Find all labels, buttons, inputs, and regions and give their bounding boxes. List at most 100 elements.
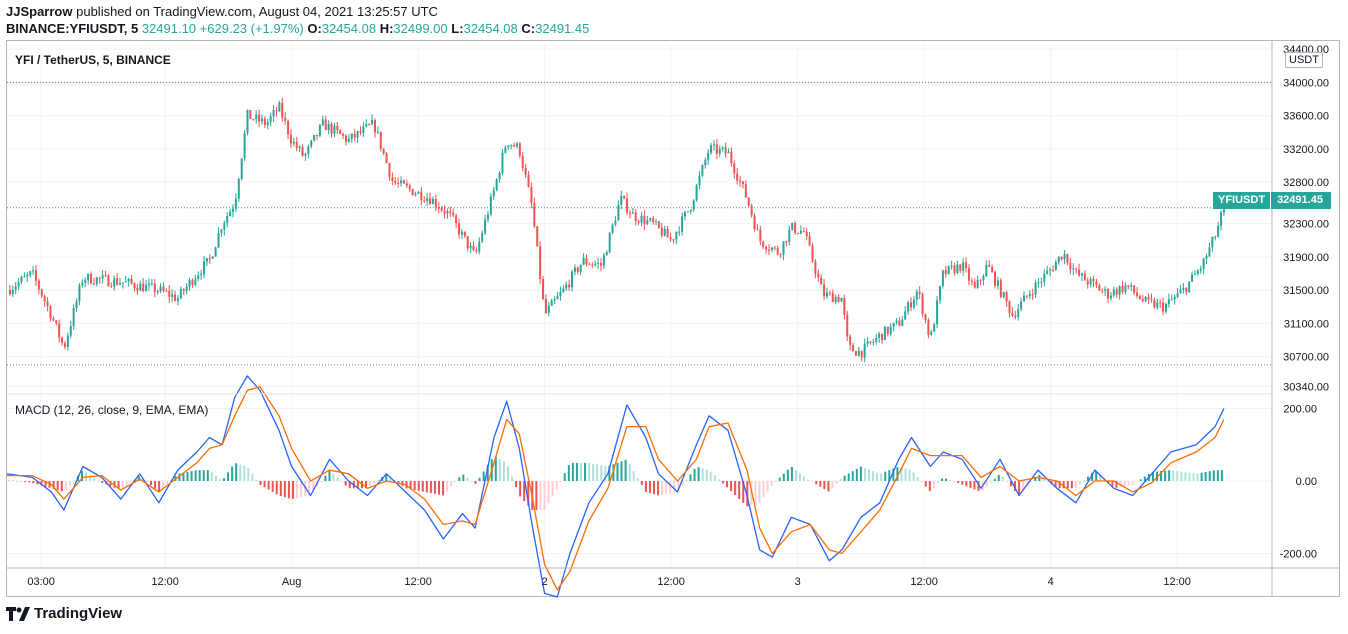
candle-body (655, 221, 658, 223)
candle-body (1144, 297, 1147, 301)
candle-body (770, 247, 773, 251)
candle-body (400, 180, 403, 184)
histogram-bar (628, 464, 631, 481)
candle-body (34, 270, 37, 281)
candle-body (666, 228, 669, 238)
histogram-bar (811, 481, 814, 483)
candle-body (736, 173, 739, 181)
histogram-bar (413, 481, 416, 491)
histogram-bar (721, 481, 724, 484)
candle-body (310, 140, 313, 147)
histogram-bar (231, 466, 234, 481)
price-tick-label: 30340.00 (1283, 382, 1329, 394)
histogram-bar (693, 468, 696, 481)
histogram-bar (815, 481, 818, 485)
histogram-bar (296, 481, 299, 499)
candle-body (834, 296, 837, 303)
histogram-bar (661, 481, 664, 495)
histogram-bar (308, 481, 311, 496)
candle-body (40, 289, 43, 297)
candle-body (426, 198, 429, 202)
candle-body (1191, 274, 1194, 282)
chart-frame[interactable] (6, 40, 1340, 597)
histogram-bar (178, 473, 181, 481)
histogram-bar (474, 481, 477, 484)
candle-body (298, 146, 301, 148)
candle-body (495, 179, 498, 191)
candle-body (881, 333, 884, 341)
histogram-bar (819, 481, 822, 487)
histogram-bar (397, 481, 400, 483)
candle-body (339, 129, 342, 134)
candle-body (1162, 302, 1165, 312)
tradingview-logo[interactable]: TradingView (6, 605, 122, 622)
histogram-bar (892, 468, 895, 481)
candle-body (979, 279, 982, 281)
histogram-bar (957, 481, 960, 484)
candle-body (460, 231, 463, 235)
histogram-bar (746, 481, 749, 507)
histogram-bar (750, 481, 753, 506)
candle-body (232, 208, 235, 212)
histogram-bar (56, 481, 59, 491)
histogram-bar (52, 481, 55, 489)
histogram-bar (770, 481, 773, 486)
candle-body (556, 295, 559, 300)
histogram-bar (1009, 481, 1012, 487)
currency-unit-button[interactable]: USDT (1285, 52, 1323, 68)
candle-body (324, 119, 327, 131)
histogram-bar (782, 473, 785, 481)
candle-body (698, 175, 701, 186)
candle-body (765, 246, 768, 250)
time-tick-label: Aug (282, 576, 302, 588)
histogram-bar (523, 481, 526, 502)
candle-body (26, 274, 29, 277)
candle-body (727, 151, 730, 154)
candle-body (985, 264, 988, 277)
histogram-bar (888, 470, 891, 481)
candle-body (1101, 290, 1104, 292)
price-tick-label: 34000.00 (1283, 77, 1329, 89)
histogram-bar (275, 481, 278, 495)
time-tick-label: 3 (795, 576, 801, 588)
histogram-bar (227, 472, 230, 481)
candle-body (901, 319, 904, 326)
candle-body (1008, 301, 1011, 313)
candle-body (652, 218, 655, 223)
candle-body (576, 267, 579, 272)
histogram-bar (827, 481, 830, 492)
candle-body (1185, 287, 1188, 293)
candle-body (371, 119, 374, 125)
candle-body (747, 197, 750, 206)
candle-body (402, 180, 405, 184)
candle-body (17, 282, 20, 287)
candle-body (61, 337, 64, 344)
histogram-bar (186, 471, 189, 481)
candle-body (1121, 286, 1124, 292)
candle-body (130, 278, 133, 284)
candle-body (640, 215, 643, 223)
candle-body (779, 254, 782, 256)
histogram-bar (154, 481, 157, 489)
candle-body (941, 270, 944, 287)
candle-body (684, 211, 687, 217)
change-value: +629.23 (+1.97%) (199, 21, 304, 36)
candle-body (1043, 273, 1046, 282)
candle-body (362, 126, 365, 133)
candle-body (307, 146, 310, 155)
histogram-bar (1196, 473, 1199, 481)
histogram-bar (1180, 471, 1183, 481)
histogram-bar (867, 469, 870, 481)
histogram-bar (194, 470, 197, 481)
candle-body (872, 341, 875, 343)
histogram-bar (271, 481, 274, 492)
candle-body (634, 212, 637, 221)
candle-body (278, 102, 281, 112)
candle-body (1020, 301, 1023, 310)
histogram-bar (847, 473, 850, 481)
candle-body (1031, 294, 1034, 296)
time-tick-label: 12:00 (910, 576, 938, 588)
candle-body (69, 326, 72, 336)
histogram-bar (1115, 481, 1118, 488)
